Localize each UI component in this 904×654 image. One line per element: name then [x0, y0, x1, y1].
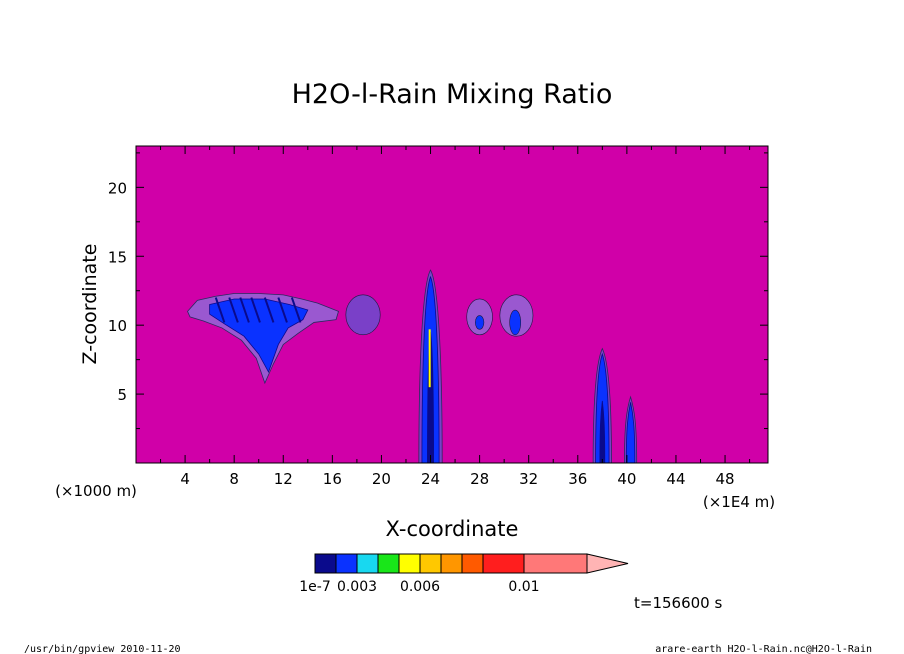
x-tick-label: 8 — [229, 470, 239, 488]
x-tick-label: 48 — [716, 470, 735, 488]
y-unit-label: (×1000 m) — [55, 482, 137, 500]
x-tick-label: 28 — [470, 470, 489, 488]
colorbar-swatch — [356, 553, 379, 574]
colorbar-label: 1e-7 — [299, 579, 330, 595]
x-tick-label: 4 — [180, 470, 190, 488]
blob-31-core — [509, 309, 522, 336]
x-tick-label: 12 — [274, 470, 293, 488]
colorbar-label: 0.01 — [508, 579, 539, 595]
colorbar-swatch — [419, 553, 442, 574]
footer-right: arare-earth_H2O-l-Rain.nc@H2O-l-Rain — [655, 644, 872, 654]
colorbar: 1e-7 0.003 0.006 0.01 — [299, 553, 629, 595]
cluster-streak — [239, 297, 250, 323]
column-40 — [625, 402, 636, 464]
y-axis-label: Z-coordinate — [79, 244, 101, 365]
colorbar-swatch — [314, 553, 337, 574]
x-tick-label: 16 — [323, 470, 342, 488]
cluster-streak — [263, 297, 275, 323]
blob-18 — [345, 294, 381, 336]
x-tick-label: 44 — [666, 470, 685, 488]
cluster-streak — [214, 297, 226, 323]
colorbar-label: 0.006 — [400, 579, 440, 595]
cluster-streak — [290, 297, 302, 323]
colorbar-swatch — [523, 553, 588, 574]
colorbar-extend-arrow — [586, 553, 629, 574]
cluster-streak — [250, 297, 261, 323]
y-tick-label: 5 — [117, 386, 127, 404]
colorbar-swatch — [440, 553, 463, 574]
column-38-core — [599, 400, 606, 464]
x-axis-label: X-coordinate — [386, 517, 519, 541]
y-tick-label: 10 — [108, 317, 127, 335]
blob-28-core — [475, 315, 485, 330]
cluster-core — [209, 298, 309, 374]
column-24-peak — [428, 329, 431, 388]
footer-left: /usr/bin/gpview 2010-11-20 — [24, 644, 181, 654]
contour-features — [187, 269, 638, 464]
time-label: t=156600 s — [634, 594, 722, 612]
colorbar-label: 0.003 — [337, 579, 377, 595]
y-tick-label: 15 — [108, 248, 127, 266]
x-tick-label: 24 — [421, 470, 440, 488]
plot-frame — [135, 145, 769, 464]
colorbar-swatch — [377, 553, 400, 574]
x-tick-label: 36 — [568, 470, 587, 488]
x-tick-label: 40 — [617, 470, 636, 488]
colorbar-swatch — [398, 553, 421, 574]
x-tick-label: 20 — [372, 470, 391, 488]
colorbar-swatch — [335, 553, 358, 574]
x-unit-label: (×1E4 m) — [703, 493, 775, 511]
colorbar-swatch — [482, 553, 525, 574]
x-tick-label: 32 — [519, 470, 538, 488]
chart-title: H2O-l-Rain Mixing Ratio — [292, 79, 613, 110]
colorbar-swatch — [461, 553, 484, 574]
cluster-streak — [277, 297, 288, 323]
y-tick-label: 20 — [108, 179, 127, 197]
cluster-streak — [228, 297, 239, 323]
